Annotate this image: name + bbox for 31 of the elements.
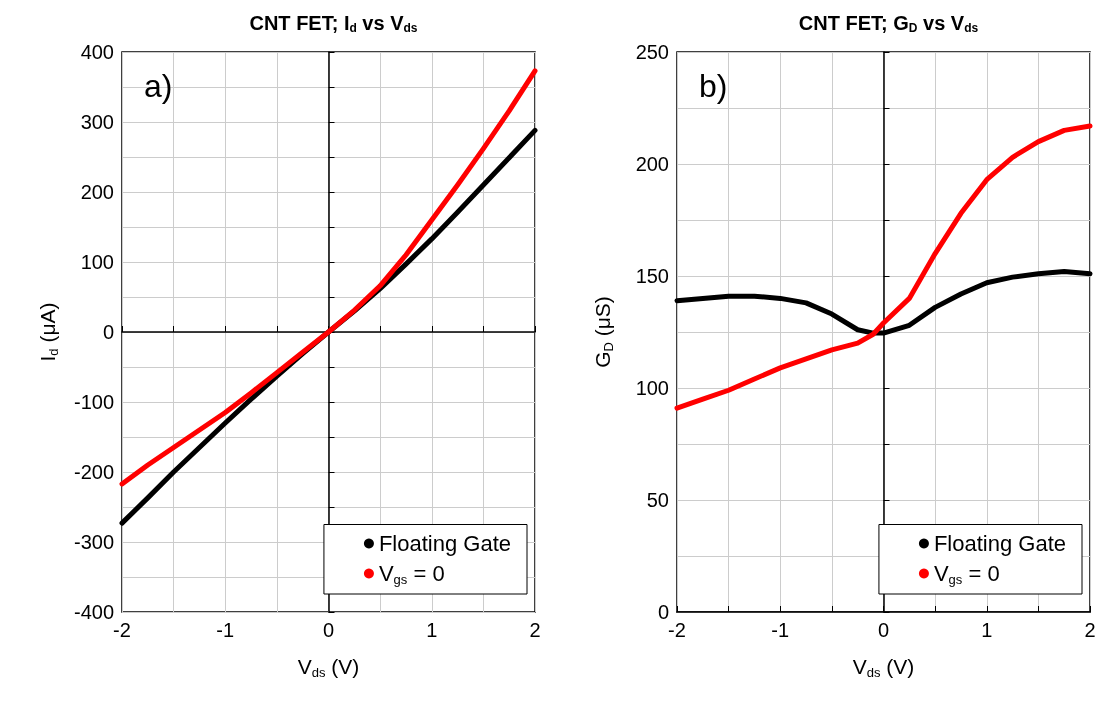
y-tick-label: 200 — [635, 153, 669, 175]
y-tick-label: 100 — [635, 377, 669, 399]
x-tick-label: 2 — [1084, 619, 1096, 641]
x-tick-label: 0 — [877, 619, 890, 641]
y-tick-label: -100 — [73, 391, 114, 413]
y-tick-label: 200 — [80, 181, 114, 203]
y-tick-label: 50 — [646, 489, 669, 511]
x-tick-label: 1 — [981, 619, 993, 641]
annotation: a) — [144, 68, 173, 104]
y-tick-label: 0 — [657, 601, 669, 623]
legend-label: Floating Gate — [378, 531, 511, 556]
legend-label: Floating Gate — [933, 531, 1066, 556]
x-tick-label: 2 — [529, 619, 541, 641]
y-tick-label: 100 — [80, 251, 114, 273]
x-tick-label: -2 — [113, 619, 131, 641]
y-axis-title: GD (μS) — [591, 296, 616, 368]
y-tick-label: -400 — [73, 601, 114, 623]
x-tick-label: 1 — [426, 619, 438, 641]
y-axis-title: Id (μA) — [36, 302, 61, 362]
y-tick-label: -200 — [73, 461, 114, 483]
x-tick-label: -1 — [216, 619, 235, 641]
x-tick-label: -1 — [771, 619, 790, 641]
y-tick-label: 300 — [80, 111, 114, 133]
y-tick-label: -300 — [73, 531, 114, 553]
y-tick-label: 0 — [102, 321, 114, 343]
x-tick-label: 0 — [322, 619, 335, 641]
y-tick-label: 150 — [635, 265, 669, 287]
x-tick-label: -2 — [668, 619, 686, 641]
y-tick-label: 400 — [80, 41, 114, 63]
y-tick-label: 250 — [635, 41, 669, 63]
annotation: b) — [699, 68, 728, 104]
